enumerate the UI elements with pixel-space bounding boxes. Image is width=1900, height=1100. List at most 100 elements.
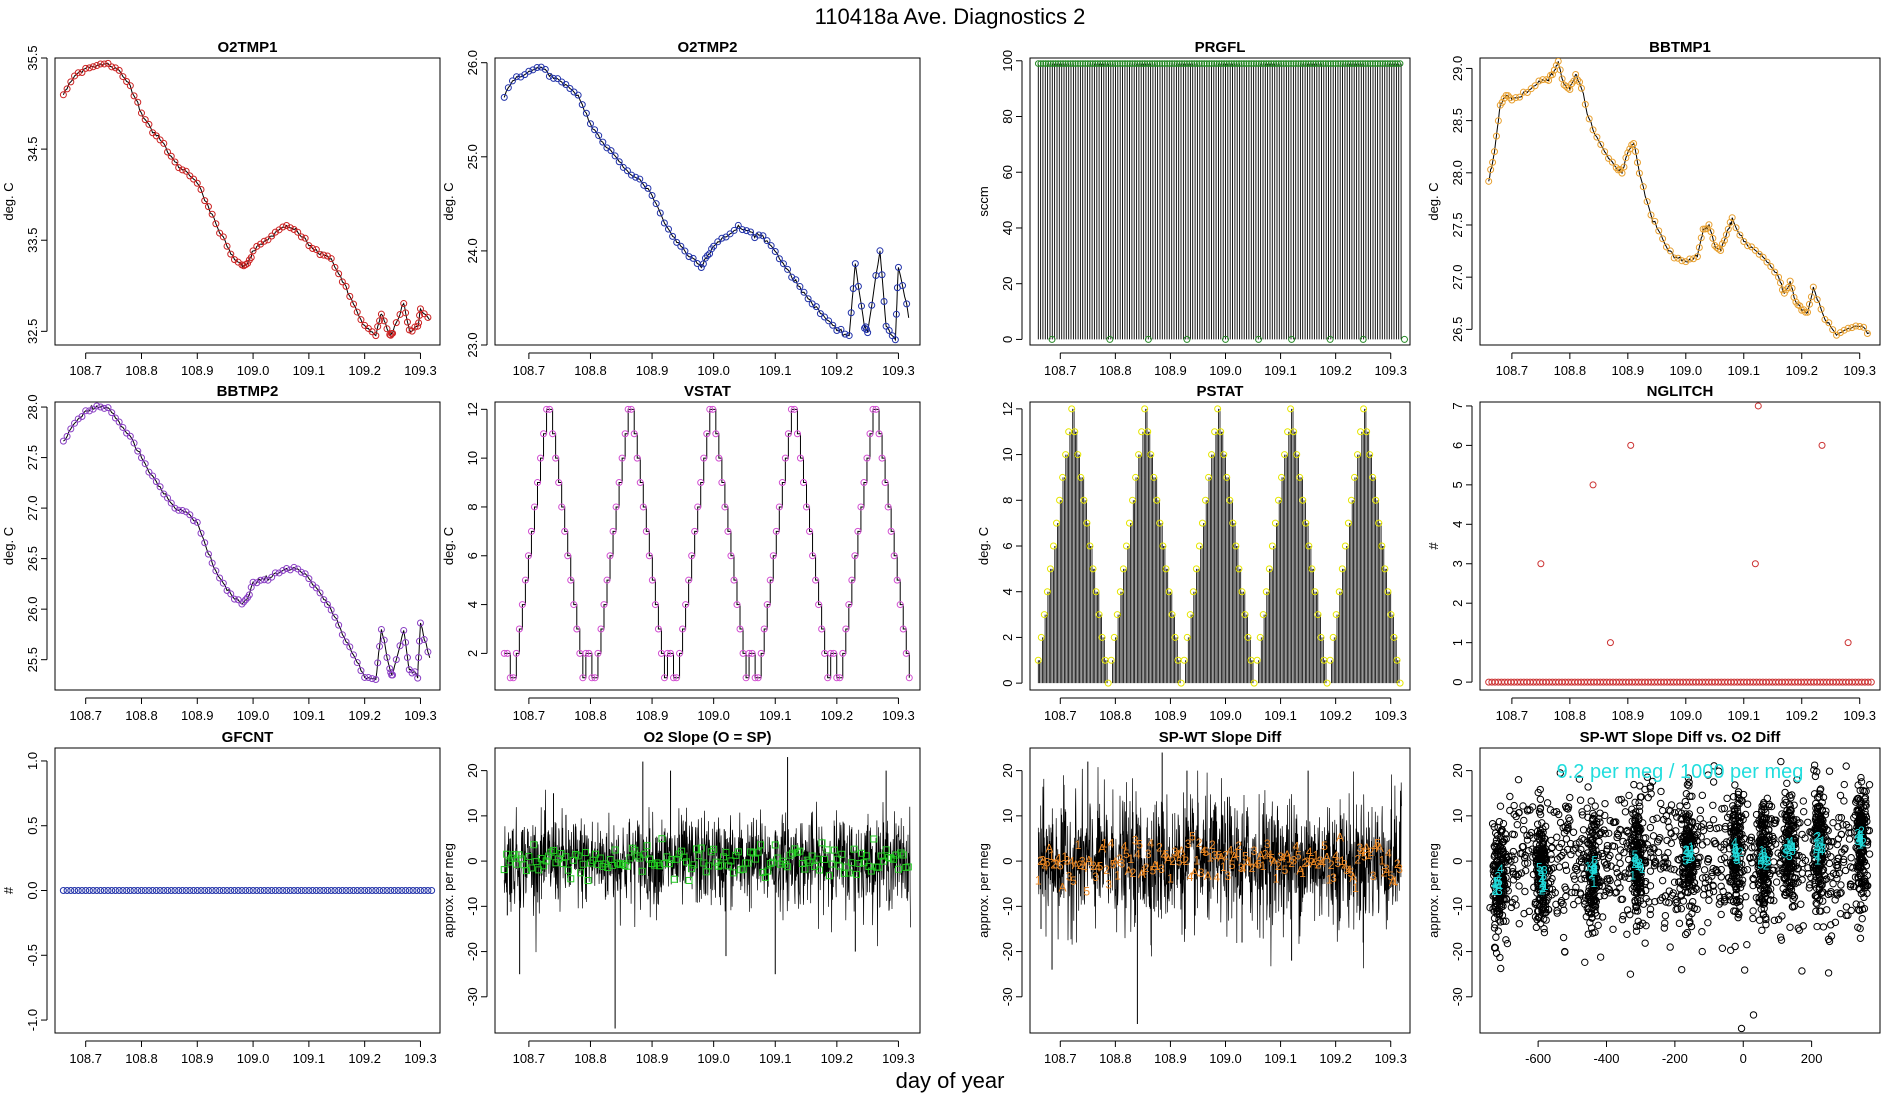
data-point (1719, 887, 1727, 896)
data-point: 4 (1497, 862, 1504, 876)
data-point: 5 (1632, 855, 1639, 869)
data-point (1540, 849, 1549, 857)
data-point (1834, 861, 1842, 869)
series-line (1037, 63, 1402, 340)
data-point (271, 569, 279, 577)
y-tick-label: 4 (1450, 521, 1465, 528)
data-point (1176, 60, 1183, 67)
data-point (878, 271, 886, 279)
data-point (591, 850, 599, 858)
data-point (1492, 933, 1500, 941)
data-point (1851, 811, 1860, 819)
data-point (685, 576, 693, 584)
data-point (186, 887, 194, 894)
data-point (896, 601, 904, 609)
data-point (677, 242, 685, 250)
data-point (790, 405, 798, 413)
x-tick-label: 109.3 (882, 1051, 915, 1066)
data-point (320, 251, 328, 259)
data-point (1809, 283, 1817, 291)
data-point (383, 887, 391, 894)
data-point (1650, 861, 1659, 870)
data-point (108, 409, 116, 417)
data-point (1584, 840, 1593, 848)
data-point (515, 851, 523, 859)
data-point (1687, 856, 1695, 865)
series-line (503, 66, 910, 342)
data-point (1613, 833, 1621, 842)
data-point (1562, 892, 1570, 901)
data-point (618, 454, 626, 462)
data-point (1497, 832, 1505, 840)
data-point: 1 (1075, 838, 1082, 852)
data-point: 2 (1591, 862, 1598, 876)
data-point (866, 430, 874, 438)
data-point (1250, 60, 1258, 67)
data-point (724, 862, 732, 870)
data-point (1526, 831, 1534, 840)
data-point (1569, 900, 1578, 909)
data-point: 1 (1589, 866, 1596, 880)
data-point (1627, 441, 1635, 449)
x-tick-label: 109.2 (821, 1051, 854, 1066)
data-point (1633, 824, 1641, 833)
data-point (1144, 60, 1151, 67)
data-point (1619, 912, 1627, 920)
data-point (1201, 60, 1208, 67)
data-point (364, 674, 372, 682)
data-point (1740, 834, 1749, 843)
data-point (389, 671, 397, 679)
data-point (600, 601, 608, 609)
data-point (1733, 841, 1741, 849)
data-point (1618, 915, 1627, 924)
data-point (1177, 679, 1185, 687)
data-point: 2 (1860, 835, 1867, 849)
data-point (1641, 785, 1649, 794)
data-point (1734, 843, 1743, 851)
data-point (323, 600, 331, 608)
data-point (82, 64, 90, 72)
data-point (160, 490, 168, 498)
data-point (1255, 60, 1263, 67)
data-point: 2 (1782, 842, 1789, 856)
data-point (1381, 60, 1389, 67)
x-tick-label: 108.9 (181, 363, 214, 378)
data-point (1547, 865, 1556, 873)
data-point: A (1098, 842, 1106, 856)
data-point (316, 251, 324, 259)
data-point (1724, 225, 1732, 233)
x-tick-label: 109.1 (293, 708, 326, 723)
data-point (628, 171, 636, 179)
data-point: 4 (1213, 870, 1220, 884)
data-point (1509, 847, 1518, 856)
data-point (1787, 861, 1796, 869)
data-point: A (1296, 864, 1304, 878)
data-point (1748, 844, 1756, 852)
data-point (123, 78, 131, 86)
data-point (1536, 826, 1545, 835)
data-point (1647, 211, 1655, 219)
y-tick-label: 26.0 (465, 50, 480, 75)
data-point (1082, 60, 1089, 67)
data-point (1639, 919, 1647, 928)
data-point (1788, 848, 1796, 856)
data-point (240, 262, 248, 270)
data-point (1274, 496, 1282, 504)
data-point (1833, 840, 1841, 849)
data-point (1132, 473, 1140, 481)
data-point (67, 425, 75, 433)
y-tick-label: 25.5 (25, 647, 40, 672)
data-point (1589, 829, 1597, 837)
data-point (1825, 767, 1834, 775)
data-point (1095, 611, 1103, 619)
data-point: A (1362, 841, 1370, 855)
data-point (607, 147, 615, 155)
data-point (1394, 60, 1401, 67)
data-point (1492, 899, 1501, 908)
data-point (695, 852, 703, 860)
data-point (1171, 60, 1178, 67)
data-point: 3 (1357, 841, 1364, 855)
data-point (141, 887, 149, 894)
series-line (1037, 767, 1402, 969)
data-point (1840, 797, 1848, 805)
